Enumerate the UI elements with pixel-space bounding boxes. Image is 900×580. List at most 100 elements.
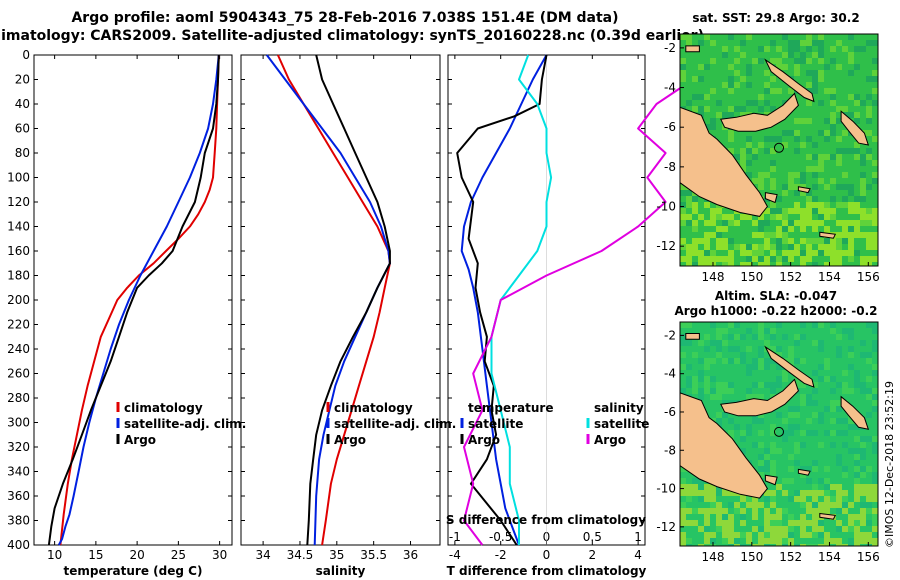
field-cell xyxy=(782,376,788,382)
field-cell xyxy=(824,184,830,190)
field-cell xyxy=(836,418,842,424)
field-cell xyxy=(818,46,824,52)
field-cell xyxy=(848,544,854,546)
field-cell xyxy=(710,490,716,496)
field-cell xyxy=(680,520,686,526)
y-tick-label: 200 xyxy=(7,293,30,307)
field-cell xyxy=(794,544,800,546)
field-cell xyxy=(776,244,782,250)
field-cell xyxy=(842,184,848,190)
field-cell xyxy=(722,46,728,52)
field-cell xyxy=(872,472,878,478)
field-cell xyxy=(746,538,752,544)
field-cell xyxy=(860,160,866,166)
x-tick-label: 34 xyxy=(255,548,270,562)
field-cell xyxy=(866,40,872,46)
field-cell xyxy=(872,526,878,532)
field-cell xyxy=(830,124,836,130)
title-line-2: Climatology: CARS2009. Satellite-adjuste… xyxy=(0,28,704,44)
field-cell xyxy=(716,340,722,346)
field-cell xyxy=(680,544,686,546)
field-cell xyxy=(866,184,872,190)
field-cell xyxy=(848,52,854,58)
field-cell xyxy=(692,490,698,496)
field-cell xyxy=(746,64,752,70)
field-cell xyxy=(848,220,854,226)
field-cell xyxy=(698,496,704,502)
field-cell xyxy=(812,40,818,46)
field-cell xyxy=(698,94,704,100)
field-cell xyxy=(776,538,782,544)
field-cell xyxy=(788,46,794,52)
field-cell xyxy=(842,196,848,202)
field-cell xyxy=(788,346,794,352)
field-cell xyxy=(728,130,734,136)
field-cell xyxy=(800,358,806,364)
field-cell xyxy=(722,112,728,118)
map-y-tick-label: -10 xyxy=(656,200,676,214)
sst-map-title: sat. SST: 29.8 Argo: 30.2 xyxy=(692,11,859,25)
field-cell xyxy=(740,520,746,526)
field-cell xyxy=(722,256,728,262)
title-line-1: Argo profile: aoml 5904343_75 28-Feb-201… xyxy=(71,10,618,26)
field-cell xyxy=(824,532,830,538)
map-x-tick-label: 156 xyxy=(857,550,880,564)
difference-legend: temperature satellite Argo salinity sate… xyxy=(460,401,649,447)
field-cell xyxy=(728,514,734,520)
field-cell xyxy=(794,244,800,250)
field-cell xyxy=(836,184,842,190)
field-cell xyxy=(704,544,710,546)
field-cell xyxy=(854,538,860,544)
field-cell xyxy=(836,352,842,358)
field-cell xyxy=(752,334,758,340)
field-cell xyxy=(830,112,836,118)
field-cell xyxy=(842,472,848,478)
field-cell xyxy=(842,442,848,448)
field-cell xyxy=(794,520,800,526)
field-cell xyxy=(728,358,734,364)
field-cell xyxy=(746,34,752,40)
field-cell xyxy=(710,394,716,400)
field-cell xyxy=(836,460,842,466)
y-tick-label: 260 xyxy=(7,367,30,381)
sla-map-title-line-2: Argo h1000: -0.22 h2000: -0.2 xyxy=(674,304,877,318)
field-cell xyxy=(872,520,878,526)
field-cell xyxy=(800,238,806,244)
field-cell xyxy=(764,256,770,262)
field-cell xyxy=(854,118,860,124)
field-cell xyxy=(728,430,734,436)
field-cell xyxy=(734,106,740,112)
field-cell xyxy=(758,226,764,232)
field-cell xyxy=(740,430,746,436)
map-y-tick-label: -6 xyxy=(664,405,676,419)
field-cell xyxy=(806,244,812,250)
field-cell xyxy=(812,526,818,532)
legend-temperature-heading: temperature xyxy=(468,401,553,415)
field-cell xyxy=(692,94,698,100)
field-cell xyxy=(848,202,854,208)
field-cell xyxy=(788,250,794,256)
field-cell xyxy=(836,256,842,262)
field-cell xyxy=(686,250,692,256)
field-cell xyxy=(854,484,860,490)
field-cell xyxy=(758,430,764,436)
field-cell xyxy=(818,130,824,136)
field-cell xyxy=(764,208,770,214)
field-cell xyxy=(722,328,728,334)
field-cell xyxy=(782,508,788,514)
field-cell xyxy=(824,118,830,124)
field-cell xyxy=(872,178,878,184)
field-cell xyxy=(704,34,710,40)
field-cell xyxy=(680,202,686,208)
field-cell xyxy=(692,388,698,394)
field-cell xyxy=(680,244,686,250)
field-cell xyxy=(794,412,800,418)
y-tick-label: 120 xyxy=(7,195,30,209)
field-cell xyxy=(752,418,758,424)
field-cell xyxy=(800,526,806,532)
field-cell xyxy=(794,190,800,196)
land-mass xyxy=(685,333,700,340)
field-cell xyxy=(692,376,698,382)
field-cell xyxy=(788,226,794,232)
field-cell xyxy=(746,70,752,76)
